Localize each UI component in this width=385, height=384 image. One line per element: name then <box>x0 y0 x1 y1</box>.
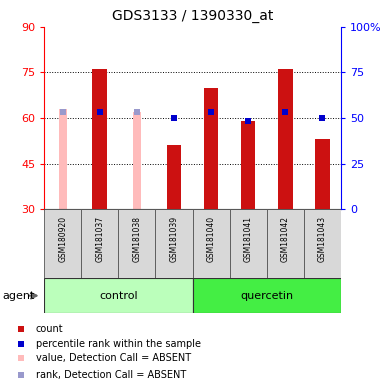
Text: count: count <box>36 324 64 334</box>
Bar <box>266 209 304 278</box>
Bar <box>192 278 341 313</box>
Text: GSM181039: GSM181039 <box>169 216 179 262</box>
Bar <box>167 146 181 209</box>
Text: rank, Detection Call = ABSENT: rank, Detection Call = ABSENT <box>36 369 186 380</box>
Bar <box>204 88 218 209</box>
Text: value, Detection Call = ABSENT: value, Detection Call = ABSENT <box>36 353 191 364</box>
Bar <box>192 209 229 278</box>
Text: percentile rank within the sample: percentile rank within the sample <box>36 339 201 349</box>
Text: control: control <box>99 291 138 301</box>
Text: GSM181037: GSM181037 <box>95 216 104 262</box>
Text: GSM181041: GSM181041 <box>244 216 253 262</box>
Text: GSM181043: GSM181043 <box>318 216 327 262</box>
Bar <box>229 209 267 278</box>
Bar <box>92 70 107 209</box>
Bar <box>278 70 293 209</box>
Bar <box>315 139 330 209</box>
Bar <box>241 121 256 209</box>
Text: agent: agent <box>2 291 34 301</box>
Bar <box>59 109 67 209</box>
Bar <box>133 112 141 209</box>
Text: GSM181040: GSM181040 <box>206 216 216 262</box>
Text: quercetin: quercetin <box>240 291 293 301</box>
Bar <box>304 209 341 278</box>
Bar <box>44 209 81 278</box>
Bar <box>81 209 119 278</box>
Text: GSM181038: GSM181038 <box>132 216 141 262</box>
Title: GDS3133 / 1390330_at: GDS3133 / 1390330_at <box>112 9 273 23</box>
Text: GSM181042: GSM181042 <box>281 216 290 262</box>
Bar <box>119 209 156 278</box>
Text: GSM180920: GSM180920 <box>58 216 67 262</box>
Bar <box>156 209 192 278</box>
Bar <box>44 278 192 313</box>
